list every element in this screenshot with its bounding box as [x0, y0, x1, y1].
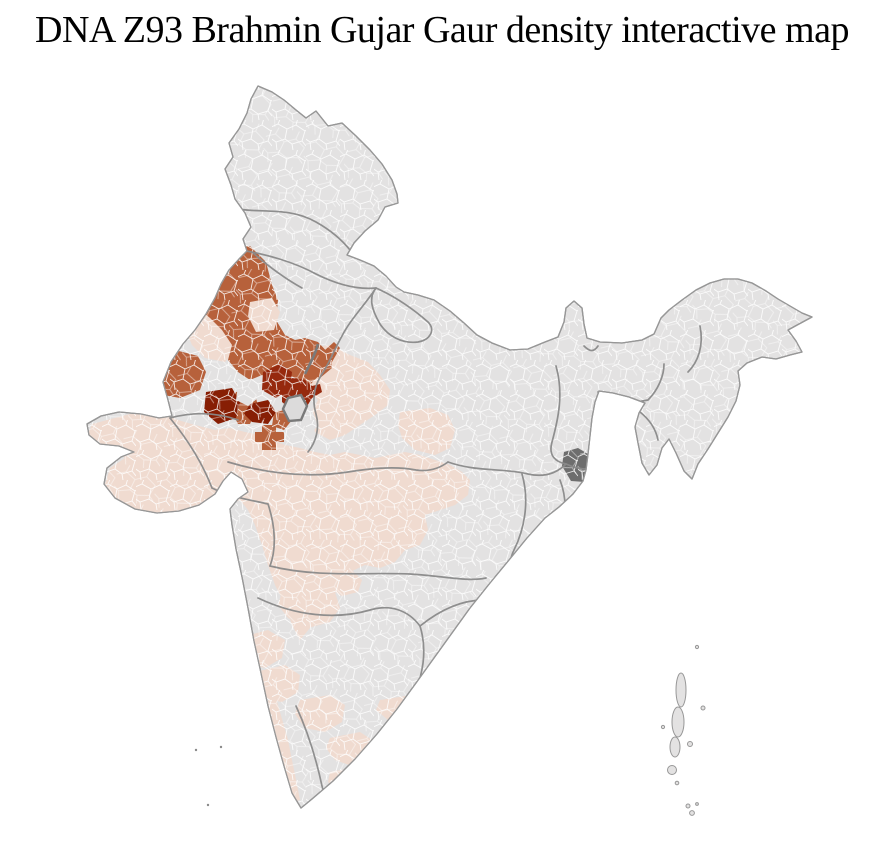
lakshadweep-islands[interactable]: [194, 745, 223, 807]
state-border: [227, 461, 449, 476]
island[interactable]: [700, 705, 706, 711]
state-border: [550, 365, 567, 465]
district-grid-overlay: [87, 86, 812, 808]
island[interactable]: [685, 803, 691, 809]
island[interactable]: [675, 672, 687, 708]
island[interactable]: [689, 810, 695, 816]
state-border: [169, 412, 239, 421]
state-border: [307, 287, 377, 453]
coastal-dark-tick: [200, 558, 206, 575]
state-border: [169, 417, 213, 489]
island[interactable]: [660, 724, 666, 730]
island[interactable]: [694, 644, 700, 650]
state-border: [231, 207, 351, 251]
state-border: [447, 461, 567, 477]
state-border: [639, 411, 659, 441]
island[interactable]: [194, 748, 198, 752]
andaman-nicobar-islands[interactable]: [660, 644, 706, 816]
state-border: [251, 251, 303, 289]
map-title: DNA Z93 Brahmin Gujar Gaur density inter…: [35, 9, 849, 51]
island[interactable]: [687, 741, 693, 747]
island[interactable]: [206, 803, 210, 807]
state-border: [257, 597, 421, 627]
island[interactable]: [667, 765, 677, 775]
thick-border-segment: [303, 343, 320, 375]
state-border: [621, 427, 631, 469]
state-border: [687, 325, 703, 373]
state-border: [415, 715, 481, 733]
delhi-thick-border-district[interactable]: [281, 393, 309, 423]
island[interactable]: [671, 706, 685, 738]
state-border: [239, 249, 377, 290]
island[interactable]: [219, 745, 223, 749]
island[interactable]: [695, 802, 699, 806]
state-border: [583, 345, 599, 352]
state-border: [370, 287, 433, 344]
state-border: [269, 565, 487, 581]
island[interactable]: [674, 780, 680, 786]
island[interactable]: [669, 736, 681, 758]
